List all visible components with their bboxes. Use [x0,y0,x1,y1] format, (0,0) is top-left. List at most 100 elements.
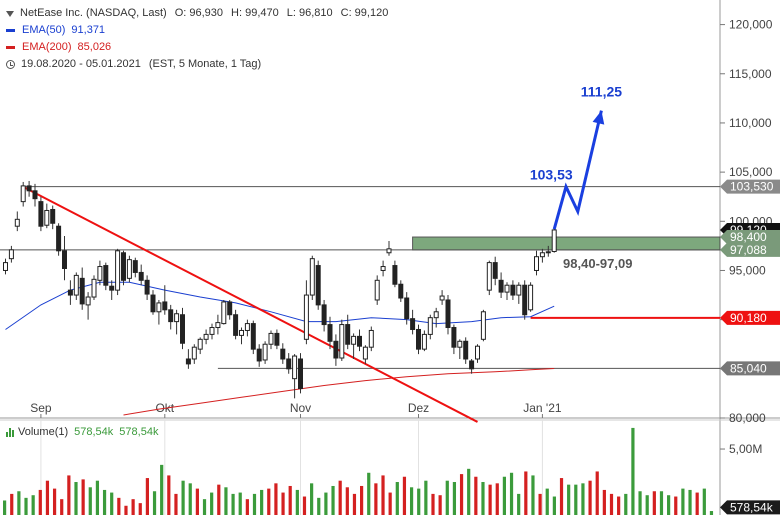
candle-body [416,328,421,350]
candle [126,255,132,283]
candle [115,248,121,296]
volume-bar [317,497,321,515]
candle-body [398,283,404,299]
volume-bar [438,495,442,515]
volume-bar [367,472,371,515]
candle-body [274,332,280,346]
volume-bar [352,493,357,515]
volume-bar [559,478,564,515]
chart-legend: NetEase Inc. (NASDAQ, Last) O: 96,930 H:… [6,5,388,73]
candle-body [321,304,327,326]
volume-bar [217,484,221,515]
volume-bar [702,488,706,515]
volume-bar [3,500,7,515]
volume-bar [74,482,78,515]
volume-bar [495,483,499,515]
candle-body [62,250,67,270]
candle [50,205,56,230]
volume-bar [110,492,114,515]
candle-body [14,218,20,227]
candle-body [115,250,121,291]
price-badge: 97,088 [720,242,780,257]
candle-body [191,346,197,360]
candle [292,354,298,399]
candle [8,245,14,263]
volume-bars-icon [6,427,14,437]
price-badge-bg [720,230,780,245]
price-badge-bg [720,310,780,325]
legend-ema200-row[interactable]: EMA(200) 85,026 [6,39,388,56]
candle [327,316,333,350]
candle-body [280,348,286,360]
volume-bar [638,491,642,515]
volume-bar [517,493,521,515]
volume-bar [281,492,285,515]
volume-bar [452,482,457,515]
volume-bar [409,487,414,515]
candle [539,248,545,263]
volume-bar [138,503,142,515]
candle [244,319,250,337]
candle [433,307,439,328]
candle [492,256,498,286]
period-info: (EST, 5 Monate, 1 Tag) [148,58,262,70]
candle [233,309,239,340]
candle-body [333,340,339,359]
volume-bar [17,491,21,515]
candle-body [475,345,480,360]
candle [185,349,191,369]
candle [439,290,445,305]
price-badge: 85,040 [720,361,780,376]
candle-body [156,302,162,313]
candle [351,333,357,359]
collapse-triangle-icon[interactable] [6,10,14,17]
volume-bar [552,496,556,515]
candle-body [239,329,244,336]
candle [522,280,528,320]
chart-annotation: 103,53 [530,167,573,183]
candle-body [26,185,32,192]
price-badge-bg [720,242,780,257]
volume-bar [245,499,249,515]
volume-bar [574,484,578,515]
candle-body [132,260,138,273]
volume-bar [652,491,656,515]
candle-body [410,318,416,330]
candle-body [445,299,451,329]
candle-body [463,340,469,360]
volume-bar [445,480,449,515]
candle-body [421,333,427,350]
volume-bar [188,483,192,515]
volume-bar [160,464,164,515]
candle [427,314,433,340]
volume-bar [302,496,307,515]
candle [109,280,115,300]
candle-body [498,279,504,293]
symbol-name: NetEase Inc. (NASDAQ, Last) [20,7,167,19]
candle-body [309,258,315,296]
candle-body [126,259,132,279]
volume-bar [338,480,342,515]
volume-bar [695,492,699,515]
volume-bar [417,488,421,515]
price-badge-bg [720,361,780,376]
candle-body [492,262,498,279]
legend-ema50-row[interactable]: EMA(50) 91,371 [6,22,388,39]
candle-body [85,296,91,306]
volume-tick-label: 5,00M [729,442,762,456]
volume-bar [31,495,35,515]
candle-body [32,190,38,200]
candle-body [3,262,8,271]
volume-bar [124,505,128,515]
candle [209,323,215,340]
candle [309,255,315,300]
volume-bar [345,487,349,515]
volume-bar [467,468,471,515]
volume-bar [624,493,628,515]
candle-body [298,358,303,389]
candle-body [404,297,410,320]
candle [203,329,209,345]
candle [410,309,416,335]
candle [298,353,303,394]
candle-body [244,323,250,331]
